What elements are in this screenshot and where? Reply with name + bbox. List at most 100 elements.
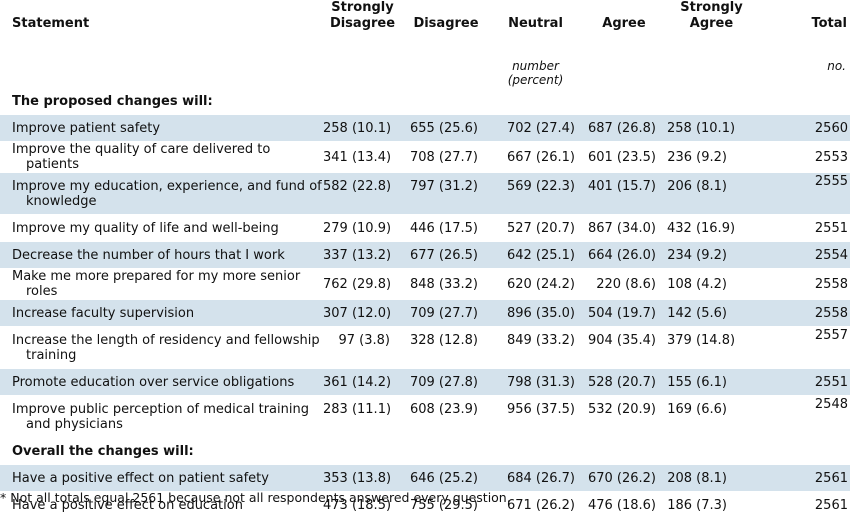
value-cell-a: 664 (26.0) (581, 242, 667, 269)
table-footnote: * Not all totals equal 2561 because not … (0, 490, 511, 505)
total-cell: 2551 (756, 369, 850, 396)
value-cell-sa: 208 (8.1) (667, 465, 756, 492)
total-cell: 2558 (756, 269, 850, 300)
value-cell-sd: 279 (10.9) (323, 215, 402, 242)
value-cell-sd: 762 (29.8) (323, 269, 402, 300)
table-row: Improve the quality of care delivered to… (0, 142, 850, 173)
section-header: Overall the changes will: (0, 438, 850, 465)
table-row: Have a positive effect on patient safety… (0, 465, 850, 492)
statement-cell: Increase the length of residency and fel… (0, 327, 323, 369)
statement-cell: Have a positive effect on patient safety (0, 465, 323, 492)
value-cell-a: 904 (35.4) (581, 327, 667, 369)
total-cell: 2548 (756, 396, 850, 438)
value-cell-d: 709 (27.8) (402, 369, 490, 396)
value-cell-sa: 186 (7.3) (667, 492, 756, 518)
header-strongly-agree-line1: Strongly (667, 0, 756, 16)
value-cell-n: 667 (26.1) (490, 142, 581, 173)
value-cell-n: 798 (31.3) (490, 369, 581, 396)
value-cell-d: 677 (26.5) (402, 242, 490, 269)
statement-text: Improve my quality of life and well-bein… (12, 221, 323, 236)
statement-text: Improve the quality of care delivered to… (12, 142, 323, 172)
value-cell-a: 532 (20.9) (581, 396, 667, 438)
header-strongly-disagree-line1: Strongly (323, 0, 402, 16)
value-cell-a: 401 (15.7) (581, 173, 667, 215)
statement-text: Make me more prepared for my more senior… (12, 269, 323, 299)
value-cell-a: 601 (23.5) (581, 142, 667, 173)
statement-text: Increase faculty supervision (12, 306, 323, 321)
header-strongly-disagree-line2: Disagree (323, 16, 402, 32)
total-cell: 2560 (756, 115, 850, 142)
section-title: Overall the changes will: (0, 438, 850, 465)
statement-text: Improve patient safety (12, 121, 323, 136)
header-strongly-agree-line2: Agree (667, 16, 756, 32)
value-cell-sd: 258 (10.1) (323, 115, 402, 142)
value-cell-sa: 142 (5.6) (667, 300, 756, 327)
value-cell-sa: 169 (6.6) (667, 396, 756, 438)
table-row: Improve my education, experience, and fu… (0, 173, 850, 215)
header-total: Total (756, 0, 850, 59)
value-cell-d: 848 (33.2) (402, 269, 490, 300)
statement-cell: Improve my education, experience, and fu… (0, 173, 323, 215)
statement-cell: Promote education over service obligatio… (0, 369, 323, 396)
value-cell-d: 328 (12.8) (402, 327, 490, 369)
total-cell: 2558 (756, 300, 850, 327)
statement-cell: Improve my quality of life and well-bein… (0, 215, 323, 242)
units-total: no. (756, 59, 850, 88)
value-cell-sd: 337 (13.2) (323, 242, 402, 269)
table-row: Improve public perception of medical tra… (0, 396, 850, 438)
value-cell-n: 702 (27.4) (490, 115, 581, 142)
value-cell-n: 642 (25.1) (490, 242, 581, 269)
header-neutral: Neutral (490, 0, 581, 59)
value-cell-n: 896 (35.0) (490, 300, 581, 327)
value-cell-sa: 258 (10.1) (667, 115, 756, 142)
statement-text: Have a positive effect on patient safety (12, 471, 323, 486)
header-agree: Agree (581, 0, 667, 59)
statement-text: Increase the length of residency and fel… (12, 333, 323, 363)
value-cell-n: 849 (33.2) (490, 327, 581, 369)
total-cell: 2561 (756, 465, 850, 492)
units-number-percent: number (percent) (490, 59, 581, 88)
statement-text: Promote education over service obligatio… (12, 375, 323, 390)
value-cell-n: 569 (22.3) (490, 173, 581, 215)
total-cell: 2553 (756, 142, 850, 173)
value-cell-sd: 307 (12.0) (323, 300, 402, 327)
header-strongly-disagree: Strongly Disagree (323, 0, 402, 59)
value-cell-a: 687 (26.8) (581, 115, 667, 142)
header-disagree: Disagree (402, 0, 490, 59)
table-row: Improve my quality of life and well-bein… (0, 215, 850, 242)
value-cell-a: 504 (19.7) (581, 300, 667, 327)
table-body: The proposed changes will:Improve patien… (0, 88, 850, 518)
total-cell: 2561 (756, 492, 850, 518)
units-row: number (percent) no. (0, 59, 850, 88)
value-cell-d: 797 (31.2) (402, 173, 490, 215)
table-row: Increase the length of residency and fel… (0, 327, 850, 369)
value-cell-a: 670 (26.2) (581, 465, 667, 492)
value-cell-sd: 97 (3.8) (323, 327, 402, 369)
value-cell-n: 620 (24.2) (490, 269, 581, 300)
value-cell-sd: 361 (14.2) (323, 369, 402, 396)
total-cell: 2555 (756, 173, 850, 215)
value-cell-sd: 353 (13.8) (323, 465, 402, 492)
statement-cell: Decrease the number of hours that I work (0, 242, 323, 269)
statement-cell: Improve public perception of medical tra… (0, 396, 323, 438)
statement-text: Decrease the number of hours that I work (12, 248, 323, 263)
header-row: Statement Strongly Disagree Disagree Neu… (0, 0, 850, 59)
value-cell-sd: 582 (22.8) (323, 173, 402, 215)
value-cell-sd: 283 (11.1) (323, 396, 402, 438)
value-cell-n: 527 (20.7) (490, 215, 581, 242)
value-cell-sa: 432 (16.9) (667, 215, 756, 242)
header-statement: Statement (0, 0, 323, 59)
value-cell-n: 956 (37.5) (490, 396, 581, 438)
table-row: Promote education over service obligatio… (0, 369, 850, 396)
value-cell-d: 708 (27.7) (402, 142, 490, 173)
value-cell-sd: 341 (13.4) (323, 142, 402, 173)
value-cell-d: 655 (25.6) (402, 115, 490, 142)
value-cell-sa: 206 (8.1) (667, 173, 756, 215)
value-cell-d: 446 (17.5) (402, 215, 490, 242)
statement-cell: Make me more prepared for my more senior… (0, 269, 323, 300)
value-cell-sa: 379 (14.8) (667, 327, 756, 369)
table-row: Make me more prepared for my more senior… (0, 269, 850, 300)
value-cell-sa: 234 (9.2) (667, 242, 756, 269)
